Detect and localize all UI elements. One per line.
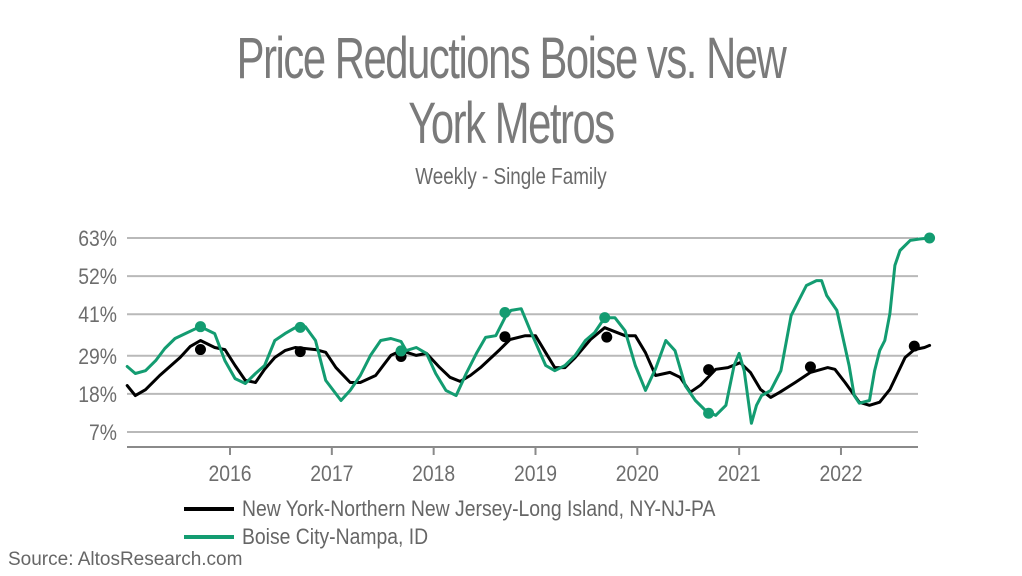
y-tick-label: 18% — [78, 383, 117, 407]
chart-subtitle: Weekly - Single Family — [415, 163, 607, 189]
marker-new-york — [804, 361, 816, 373]
x-tick-label: 2021 — [718, 462, 761, 486]
marker-new-york — [908, 340, 920, 352]
marker-boise — [703, 407, 715, 419]
series-line-boise — [125, 236, 932, 425]
series-lines — [125, 236, 932, 425]
legend-swatch-boise — [184, 535, 234, 539]
legend-item-boise: Boise City-Nampa, ID — [184, 524, 454, 550]
x-axis: 2016 2017 2018 2019 2020 2021 2022 — [127, 446, 918, 486]
series-line-new-york — [125, 326, 932, 407]
marker-boise — [294, 321, 306, 333]
marker-boise — [599, 312, 611, 324]
marker-boise — [395, 345, 407, 357]
y-tick-label: 41% — [78, 303, 117, 327]
source-note: Source: AltosResearch.com — [8, 549, 243, 570]
marker-new-york — [601, 331, 613, 343]
legend-swatch-new-york — [184, 507, 234, 511]
chart-title-line-1: Price Reductions Boise vs. New — [236, 26, 787, 91]
y-tick-label: 52% — [78, 265, 117, 289]
x-tick-label: 2016 — [208, 462, 251, 486]
x-tick-label: 2018 — [412, 462, 455, 486]
x-tick-label: 2022 — [819, 462, 862, 486]
y-axis-labels: 7% 18% 29% 41% 52% 63% — [78, 227, 117, 445]
marker-new-york — [703, 364, 715, 376]
marker-boise — [499, 306, 511, 318]
marker-boise — [194, 321, 206, 333]
y-tick-label: 63% — [78, 227, 117, 251]
x-tick-label: 2019 — [514, 462, 557, 486]
marker-new-york — [194, 344, 206, 356]
y-tick-label: 29% — [78, 345, 117, 369]
marker-new-york — [294, 346, 306, 358]
x-tick-label: 2017 — [310, 462, 353, 486]
legend-label-new-york: New York-Northern New Jersey-Long Island… — [242, 496, 716, 521]
marker-new-york — [499, 331, 511, 343]
x-tick-label: 2020 — [616, 462, 659, 486]
chart-title-line-2: York Metros — [408, 91, 615, 156]
series-markers — [194, 232, 936, 419]
y-tick-label: 7% — [89, 421, 117, 445]
legend-item-new-york: New York-Northern New Jersey-Long Island… — [184, 496, 780, 522]
legend-label-boise: Boise City-Nampa, ID — [242, 524, 429, 549]
marker-boise — [924, 232, 936, 244]
